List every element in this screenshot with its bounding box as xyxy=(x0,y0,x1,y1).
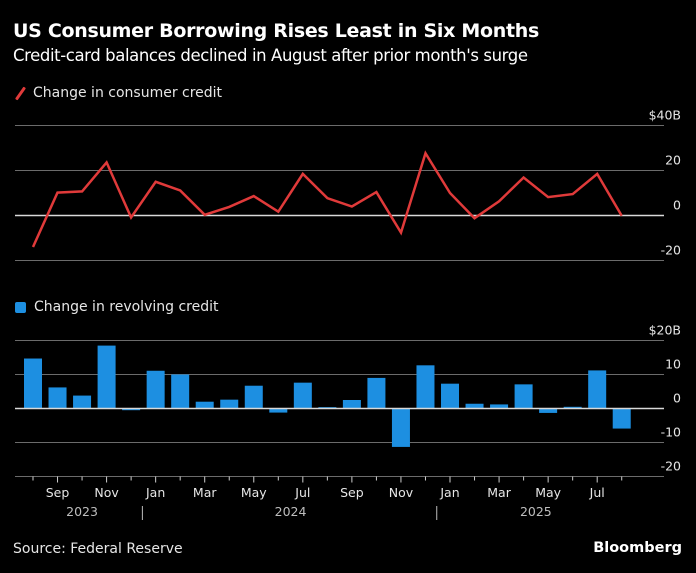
y-tick-label: $20B xyxy=(649,323,681,338)
bar xyxy=(220,399,239,409)
y-tick-label: 0 xyxy=(673,391,681,406)
bar xyxy=(24,358,42,409)
bar xyxy=(73,395,92,409)
legend-consumer-credit: Change in consumer credit xyxy=(15,85,222,101)
bar xyxy=(171,374,190,409)
bar xyxy=(244,385,263,409)
y-tick-label: 10 xyxy=(665,357,681,372)
y-tick-label: 20 xyxy=(665,153,681,168)
legend-revolving-credit: Change in revolving credit xyxy=(15,299,218,315)
x-tick-label: Jan xyxy=(439,485,459,500)
bar xyxy=(269,408,288,413)
x-tick-label: Jan xyxy=(145,485,165,500)
x-tick-label: Sep xyxy=(46,485,70,500)
legend-label-consumer-credit: Change in consumer credit xyxy=(33,85,223,101)
bar xyxy=(612,408,631,429)
y-tick-label: -10 xyxy=(661,425,681,440)
bar xyxy=(367,377,386,409)
bar xyxy=(563,406,582,409)
bar xyxy=(48,387,67,409)
bar xyxy=(342,400,361,409)
blue-square-legend-icon xyxy=(15,301,26,313)
bar xyxy=(416,365,435,409)
bar xyxy=(195,401,214,409)
bar xyxy=(465,403,484,409)
x-tick-label: Nov xyxy=(94,485,119,500)
year-label: 2024 xyxy=(275,504,307,519)
x-tick-label: May xyxy=(241,485,267,500)
legend-label-revolving-credit: Change in revolving credit xyxy=(34,299,219,315)
bar xyxy=(588,370,607,409)
y-tick-label: -20 xyxy=(661,243,681,258)
x-tick-label: Jul xyxy=(294,485,310,500)
y-tick-label: 0 xyxy=(673,198,681,213)
x-tick-label: Nov xyxy=(389,485,414,500)
x-tick-label: Mar xyxy=(487,485,511,500)
x-tick-label: Jul xyxy=(589,485,605,500)
year-label: 2025 xyxy=(520,504,552,519)
x-tick-label: Mar xyxy=(193,485,217,500)
y-tick-label: -20 xyxy=(661,459,681,474)
bar xyxy=(97,345,116,409)
bar xyxy=(514,384,533,409)
bar xyxy=(146,370,165,409)
x-tick-label: Sep xyxy=(340,485,364,500)
bloomberg-logo: Bloomberg xyxy=(593,540,682,556)
x-tick-label: May xyxy=(535,485,561,500)
bar xyxy=(391,408,410,447)
consumer-credit-line xyxy=(31,150,623,248)
bar xyxy=(441,383,460,409)
bar xyxy=(539,408,558,413)
chart-subtitle: Credit-card balances declined in August … xyxy=(13,46,528,65)
bar xyxy=(122,408,141,411)
year-label: 2023 xyxy=(66,504,98,519)
chart-title: US Consumer Borrowing Rises Least in Six… xyxy=(13,20,539,42)
y-tick-label: $40B xyxy=(649,108,681,123)
source-note: Source: Federal Reserve xyxy=(13,541,183,557)
bar xyxy=(293,382,312,409)
bar xyxy=(490,404,509,409)
